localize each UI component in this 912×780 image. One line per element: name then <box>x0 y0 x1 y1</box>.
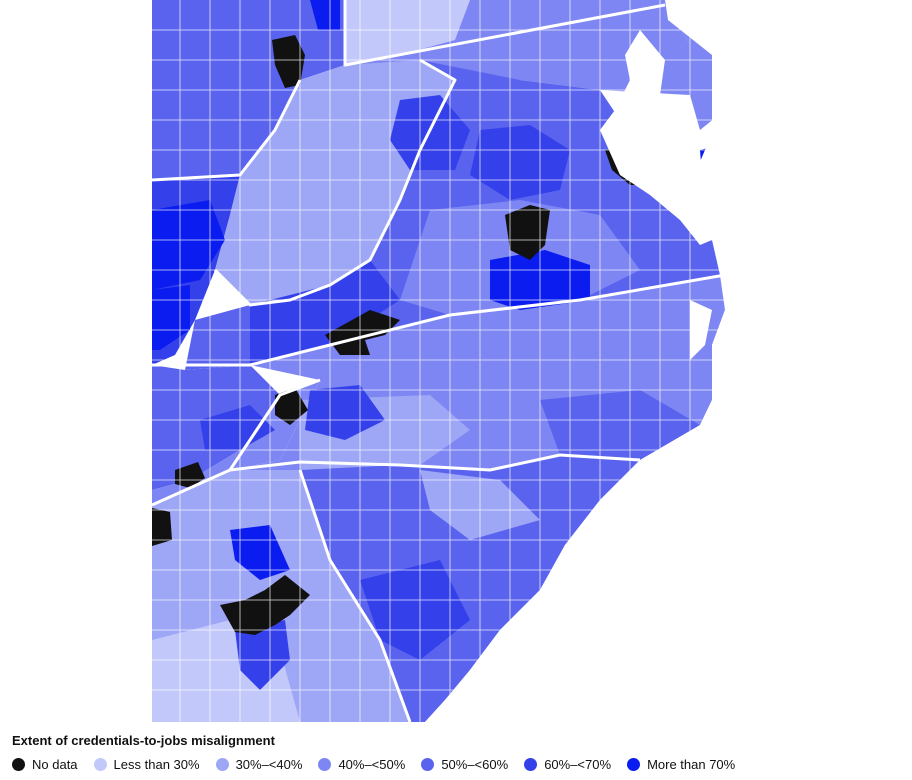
delmarva-high-cluster <box>700 145 725 215</box>
legend-swatch <box>12 758 25 771</box>
legend-title: Extent of credentials-to-jobs misalignme… <box>12 733 275 748</box>
no-data-va-sw <box>325 310 400 355</box>
nc-west-cluster <box>200 405 275 450</box>
county-boundaries <box>152 0 728 722</box>
state-boundaries <box>152 0 726 722</box>
legend-swatch <box>524 758 538 771</box>
map-land <box>152 0 728 722</box>
virginia-north-cluster <box>470 125 570 200</box>
no-data-pa <box>272 35 305 88</box>
legend-item: 60%–<70% <box>524 757 611 772</box>
no-data-ky <box>152 508 172 546</box>
sc-midlands-region <box>360 560 470 660</box>
legend-label: No data <box>32 757 78 772</box>
virginia-sw-region <box>250 260 400 365</box>
sc-west-cluster <box>230 525 290 580</box>
legend-label: Less than 30% <box>113 757 200 772</box>
legend-label: 30%–<40% <box>235 757 303 772</box>
legend-item: No data <box>12 757 78 772</box>
legend-swatch <box>318 758 332 771</box>
no-data-tn <box>175 462 205 488</box>
maryland-west-region <box>345 0 470 65</box>
legend-swatch <box>215 758 229 771</box>
choropleth-map <box>152 0 728 722</box>
legend-item: More than 70% <box>627 757 735 772</box>
ohio-south-cluster <box>152 285 190 350</box>
legend-label: 50%–<60% <box>441 757 509 772</box>
legend-label: More than 70% <box>647 757 736 772</box>
legend-swatch <box>627 758 641 771</box>
pennsylvania-high-cluster <box>310 0 340 30</box>
ohio-east-cluster <box>152 200 225 290</box>
no-data-va-central <box>505 205 550 260</box>
legend-item: 30%–<40% <box>215 757 303 772</box>
legend-label: 60%–<70% <box>544 757 612 772</box>
legend-item: Less than 30% <box>93 757 200 772</box>
legend: No data Less than 30% 30%–<40% 40%–<50% 50%–… <box>12 757 735 772</box>
legend-label: 40%–<50% <box>338 757 406 772</box>
chesapeake-bay <box>600 30 712 245</box>
legend-item: 50%–<60% <box>421 757 508 772</box>
legend-item: 40%–<50% <box>318 757 405 772</box>
sc-south-cluster <box>235 620 290 690</box>
legend-swatch <box>421 758 435 771</box>
legend-swatch <box>93 758 107 771</box>
no-data-sc-upstate <box>220 575 310 635</box>
nc-mountain-cluster <box>305 385 385 440</box>
atlantic-inlet <box>690 300 712 360</box>
